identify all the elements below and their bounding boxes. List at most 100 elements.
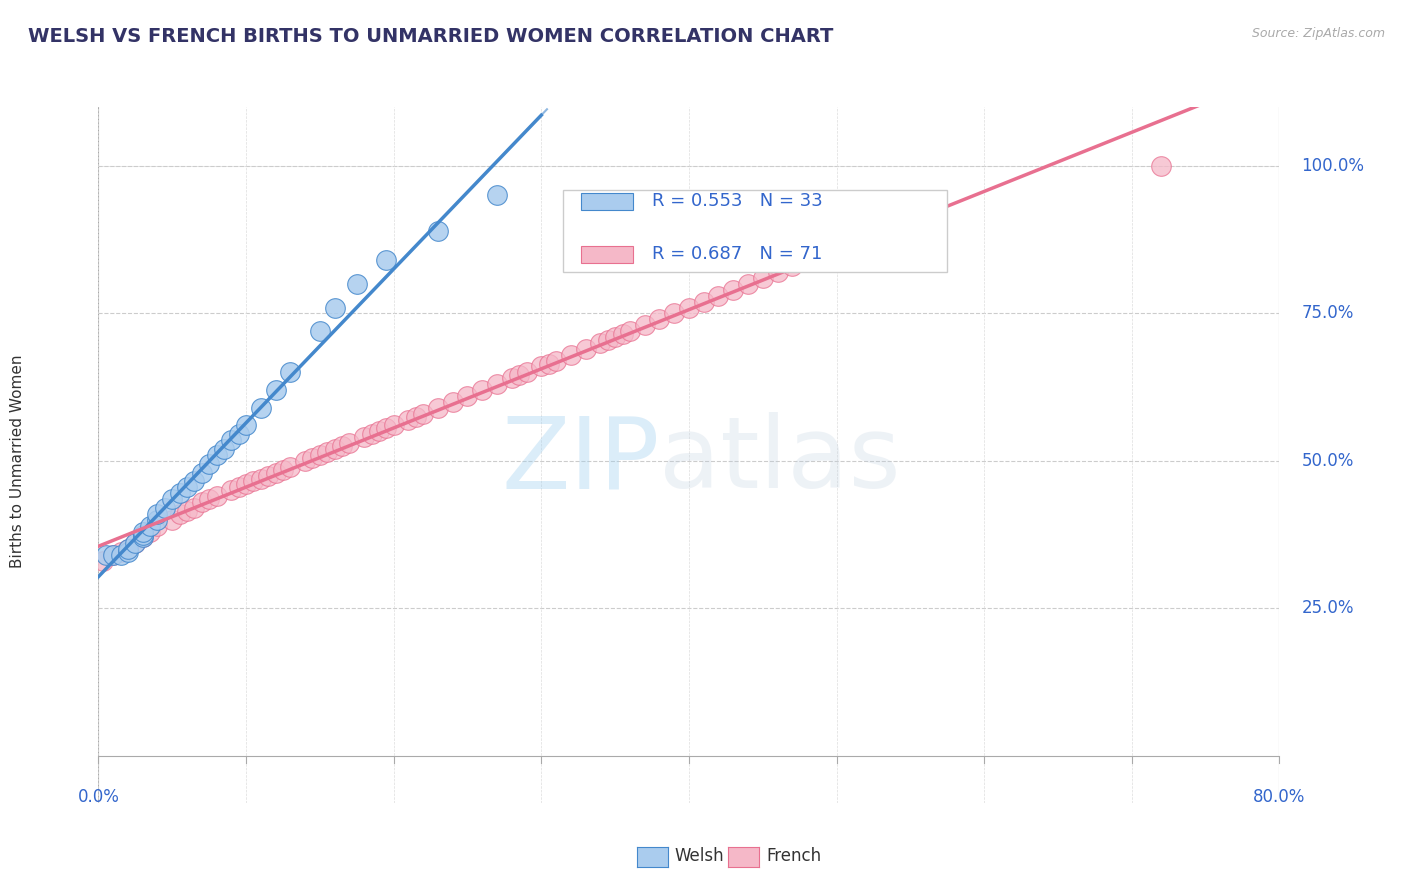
Point (124, 536, 146, 550)
Point (235, 418, 257, 433)
Point (162, 513, 183, 527)
Bar (581, 193, 633, 211)
Point (382, 418, 405, 433)
Point (219, 433, 242, 447)
Point (124, 536, 146, 550)
Point (132, 531, 155, 545)
Point (91, 554, 114, 568)
Point (596, 333, 619, 347)
Point (132, 524, 155, 539)
Point (574, 342, 596, 356)
Point (205, 489, 228, 503)
Point (427, 224, 450, 238)
Point (257, 468, 280, 483)
Bar (581, 245, 633, 263)
Text: atlas: atlas (659, 412, 901, 509)
Point (751, 271, 773, 285)
Point (456, 389, 478, 403)
Point (427, 401, 450, 415)
Point (1150, 159, 1173, 173)
Point (396, 412, 419, 426)
Point (405, 409, 427, 424)
Point (323, 442, 346, 456)
Point (486, 377, 509, 392)
Point (360, 427, 382, 442)
Point (250, 401, 273, 415)
Point (153, 500, 176, 515)
Point (337, 436, 360, 450)
Point (228, 427, 250, 442)
Point (139, 518, 162, 533)
Point (839, 235, 862, 250)
Text: R = 0.687   N = 71: R = 0.687 N = 71 (652, 245, 823, 263)
Point (162, 492, 183, 507)
Point (316, 445, 339, 459)
Text: 50.0%: 50.0% (1302, 452, 1354, 470)
Text: Births to Unmarried Women: Births to Unmarried Women (10, 354, 25, 567)
Point (198, 457, 221, 471)
Text: 100.0%: 100.0% (1302, 157, 1365, 175)
Point (560, 348, 582, 362)
Text: 75.0%: 75.0% (1302, 304, 1354, 322)
Text: 0.0%: 0.0% (77, 788, 120, 806)
Point (693, 294, 716, 309)
Point (678, 301, 700, 315)
Point (132, 527, 155, 541)
Point (278, 459, 302, 474)
Point (228, 480, 250, 494)
Point (412, 407, 434, 421)
Point (368, 425, 391, 439)
Point (132, 531, 155, 545)
Point (633, 318, 655, 333)
Point (537, 357, 560, 371)
Point (205, 448, 228, 462)
Text: Source: ZipAtlas.com: Source: ZipAtlas.com (1251, 27, 1385, 40)
Point (605, 330, 627, 344)
Point (278, 365, 302, 379)
Point (183, 475, 205, 489)
Point (103, 548, 125, 562)
Point (619, 324, 641, 338)
Text: French: French (766, 847, 821, 865)
Point (250, 471, 273, 485)
Point (212, 442, 235, 456)
Point (508, 368, 530, 383)
Point (191, 495, 214, 509)
FancyBboxPatch shape (564, 190, 948, 272)
Point (707, 289, 730, 303)
Point (146, 518, 169, 533)
Point (139, 524, 162, 539)
Point (612, 326, 634, 341)
Point (515, 365, 537, 379)
Point (309, 324, 332, 338)
Text: WELSH VS FRENCH BIRTHS TO UNMARRIED WOMEN CORRELATION CHART: WELSH VS FRENCH BIRTHS TO UNMARRIED WOME… (28, 27, 834, 45)
Point (110, 548, 132, 562)
Point (810, 247, 832, 261)
Point (117, 545, 139, 559)
Point (219, 483, 242, 498)
Point (271, 463, 294, 477)
Point (782, 259, 804, 273)
Point (294, 454, 316, 468)
Text: R = 0.553   N = 33: R = 0.553 N = 33 (652, 193, 823, 211)
Point (323, 301, 346, 315)
Point (330, 439, 353, 453)
Point (264, 466, 287, 480)
Point (530, 359, 553, 374)
Point (346, 277, 368, 291)
Point (353, 430, 375, 444)
Point (117, 542, 139, 557)
Point (117, 542, 139, 557)
Point (441, 395, 464, 409)
Point (103, 548, 125, 562)
Point (110, 545, 132, 559)
Point (146, 507, 169, 521)
Point (242, 475, 264, 489)
Text: 25.0%: 25.0% (1302, 599, 1354, 617)
Point (737, 277, 759, 291)
Point (146, 513, 169, 527)
Point (169, 507, 191, 521)
Point (176, 480, 198, 494)
Text: Welsh: Welsh (675, 847, 724, 865)
Point (198, 492, 221, 507)
